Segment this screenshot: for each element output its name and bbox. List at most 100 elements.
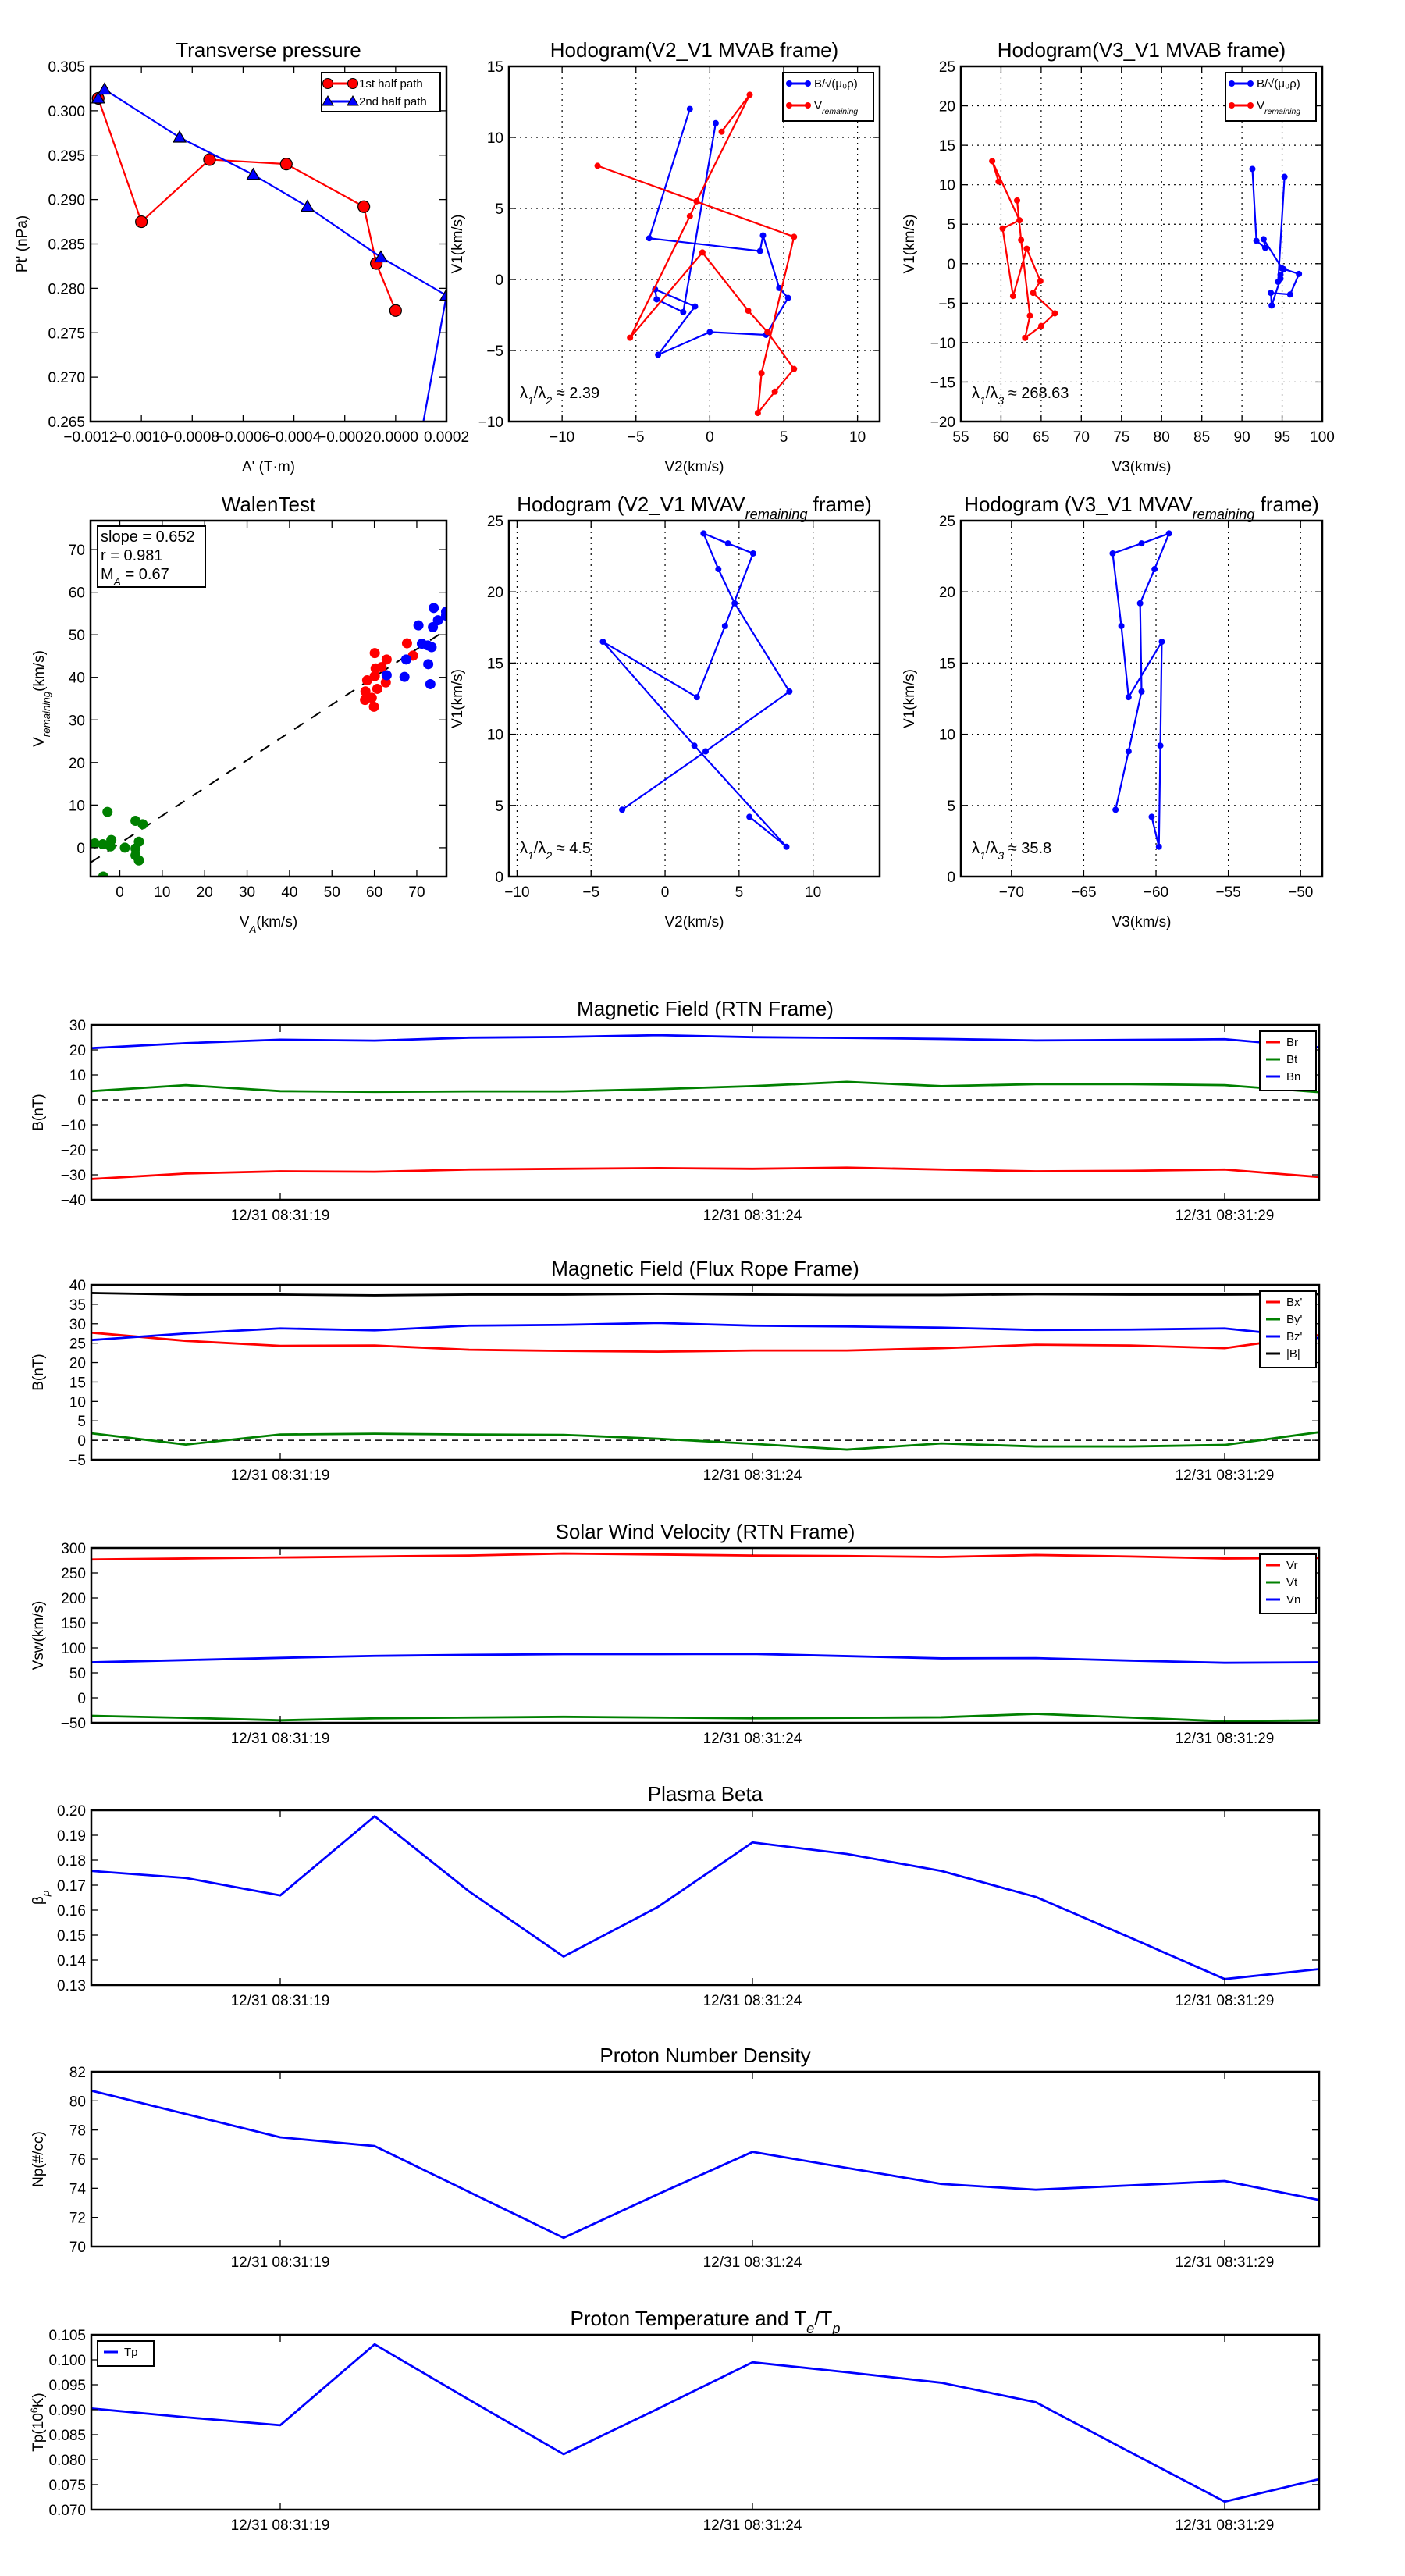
x-tick-label: −10 xyxy=(550,429,574,446)
y-tick-label: 0.14 xyxy=(57,1953,86,1969)
x-tick-label: −5 xyxy=(582,884,599,901)
legend-item: Br xyxy=(1266,1036,1298,1049)
data-point-dot xyxy=(619,806,626,813)
data-point-dot xyxy=(746,91,753,98)
axes-frame xyxy=(90,1283,1321,1461)
x-tick-label: 12/31 08:31:19 xyxy=(231,2517,330,2534)
legend-frame xyxy=(321,72,441,112)
x-tick-label: −70 xyxy=(999,884,1024,901)
x-tick-label: 12/31 08:31:24 xyxy=(703,1993,802,2009)
legend: Br Bt Bn xyxy=(1259,1030,1317,1091)
data-point-dot xyxy=(1109,550,1116,557)
y-axis-label: B(nT) xyxy=(30,1094,47,1131)
series-line-4 xyxy=(91,1292,1319,1297)
legend-item: Bn xyxy=(1266,1070,1300,1083)
data-point xyxy=(133,855,144,866)
data-point-dot xyxy=(1125,694,1132,701)
chart-title: Hodogram(V2_V1 MVAB frame) xyxy=(550,38,838,62)
data-point xyxy=(91,838,100,849)
x-tick-label: −0.0002 xyxy=(318,429,372,446)
legend: B/√(μ₀ρ) Vremaining xyxy=(1225,72,1317,122)
data-point-dot xyxy=(1026,312,1033,319)
data-point-dot xyxy=(699,249,706,256)
data-point-dot xyxy=(646,235,653,242)
x-tick-label: 12/31 08:31:29 xyxy=(1176,1468,1275,1484)
y-tick-label: 150 xyxy=(61,1616,86,1632)
plot-area xyxy=(989,158,1303,341)
y-tick-label: 0.19 xyxy=(57,1828,86,1845)
y-tick-label: −20 xyxy=(930,415,955,431)
data-point-dot xyxy=(686,213,693,220)
data-point-dot xyxy=(1022,334,1029,341)
x-tick-label: 10 xyxy=(849,429,866,446)
y-tick-label: 15 xyxy=(487,59,503,76)
series-line-3 xyxy=(91,1322,1319,1342)
data-point-dot xyxy=(1261,244,1268,251)
chart-title: Proton Number Density xyxy=(599,2044,810,2067)
x-tick-label: −65 xyxy=(1071,884,1096,901)
x-tick-label: 5 xyxy=(735,884,744,901)
legend-item: Vremaining xyxy=(786,99,858,116)
y-tick-label: 10 xyxy=(939,728,955,744)
y-tick-label: 5 xyxy=(77,1414,86,1430)
x-axis-label: VA(km/s) xyxy=(240,914,297,935)
legend-label: Vt xyxy=(1286,1576,1298,1589)
y-axis-label: Tp(106K) xyxy=(29,2393,47,2452)
data-point-dot xyxy=(999,225,1006,232)
series-line-1 xyxy=(97,98,397,311)
legend-item: By' xyxy=(1266,1313,1303,1326)
series-line-1 xyxy=(91,1552,1319,1561)
data-point-triangle xyxy=(300,199,315,212)
x-tick-label: 0.0000 xyxy=(373,429,418,446)
legend-label: Vremaining xyxy=(1257,99,1300,116)
y-tick-label: 40 xyxy=(69,1278,86,1294)
y-tick-label: 0.275 xyxy=(48,326,85,342)
data-point-dot xyxy=(1023,245,1030,252)
series-line-2 xyxy=(91,1713,1319,1723)
legend-label: |B| xyxy=(1286,1347,1300,1361)
y-tick-label: 20 xyxy=(939,99,955,116)
data-point-dot xyxy=(1151,566,1158,573)
y-tick-label: 5 xyxy=(947,799,955,815)
data-point xyxy=(360,695,371,706)
plot-area xyxy=(91,82,446,422)
y-tick-label: 0.305 xyxy=(48,59,85,76)
x-tick-label: 100 xyxy=(1310,429,1335,446)
y-tick-label: 15 xyxy=(487,656,503,672)
data-point xyxy=(361,675,372,686)
y-tick-label: 10 xyxy=(487,130,503,147)
data-point-dot xyxy=(718,128,725,135)
data-point-circle xyxy=(279,158,293,171)
legend-marker xyxy=(347,95,359,106)
y-tick-label: 15 xyxy=(939,138,955,155)
series-line-1 xyxy=(1251,169,1300,307)
legend-marker xyxy=(805,102,811,109)
data-point-dot xyxy=(1296,270,1303,277)
legend-label: Vn xyxy=(1286,1593,1300,1606)
series-line-3 xyxy=(91,1034,1319,1050)
y-tick-label: 0.295 xyxy=(48,148,85,165)
chart-title: Plasma Beta xyxy=(648,1782,763,1806)
y-axis-label: B(nT) xyxy=(30,1354,47,1391)
data-point-dot xyxy=(1275,279,1282,286)
data-point-dot xyxy=(715,566,722,573)
data-point-dot xyxy=(764,329,771,336)
y-tick-label: 0.080 xyxy=(48,2453,86,2469)
chart-title: Solar Wind Velocity (RTN Frame) xyxy=(556,1520,855,1543)
chart-title: Hodogram (V2_V1 MVAVremaining frame) xyxy=(517,493,872,522)
data-point xyxy=(399,671,410,682)
data-point-dot xyxy=(693,197,700,205)
series-line-1 xyxy=(1112,532,1170,848)
x-tick-label: 12/31 08:31:24 xyxy=(703,1468,802,1484)
x-tick-label: −10 xyxy=(504,884,529,901)
data-point-triangle xyxy=(91,91,105,104)
y-tick-label: 0.15 xyxy=(57,1928,86,1944)
axes-frame xyxy=(90,1023,1321,1201)
data-point-dot xyxy=(1009,293,1016,300)
y-axis-label: V1(km/s) xyxy=(902,215,918,274)
y-tick-label: 10 xyxy=(69,798,85,814)
data-point xyxy=(428,621,439,632)
data-point xyxy=(369,648,380,659)
y-tick-label: 40 xyxy=(69,671,85,687)
legend-marker xyxy=(786,80,792,87)
